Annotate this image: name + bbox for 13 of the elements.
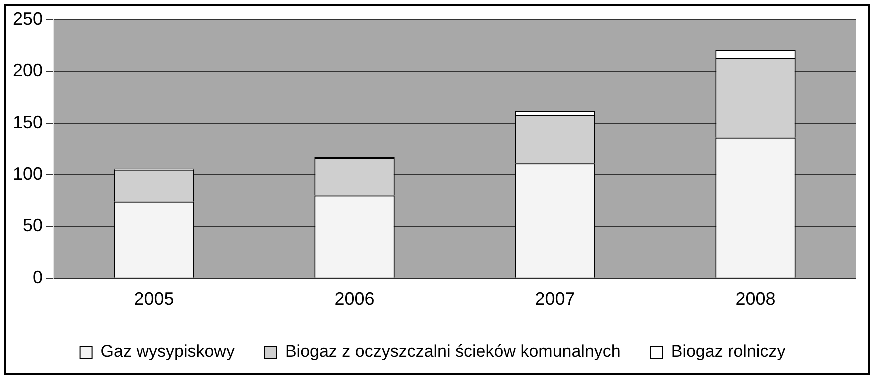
x-tick-label: 2005	[134, 289, 174, 310]
y-tick-label: 150	[12, 112, 44, 132]
y-tick-label: 50	[23, 216, 44, 236]
legend-label: Biogaz z oczyszczalni ścieków komunalnych	[285, 342, 621, 362]
legend-label: Gaz wysypiskowy	[100, 342, 236, 362]
y-tick-label: 100	[12, 164, 44, 184]
x-tick-label: 2006	[334, 289, 375, 310]
y-tick-label: 250	[12, 8, 44, 29]
y-tick-label: 200	[12, 60, 44, 81]
x-tick-label: 2007	[535, 289, 576, 310]
x-tick-label: 2008	[736, 289, 776, 310]
legend-label: Biogaz rolniczy	[671, 342, 786, 362]
y-tick-label: 0	[33, 267, 44, 288]
